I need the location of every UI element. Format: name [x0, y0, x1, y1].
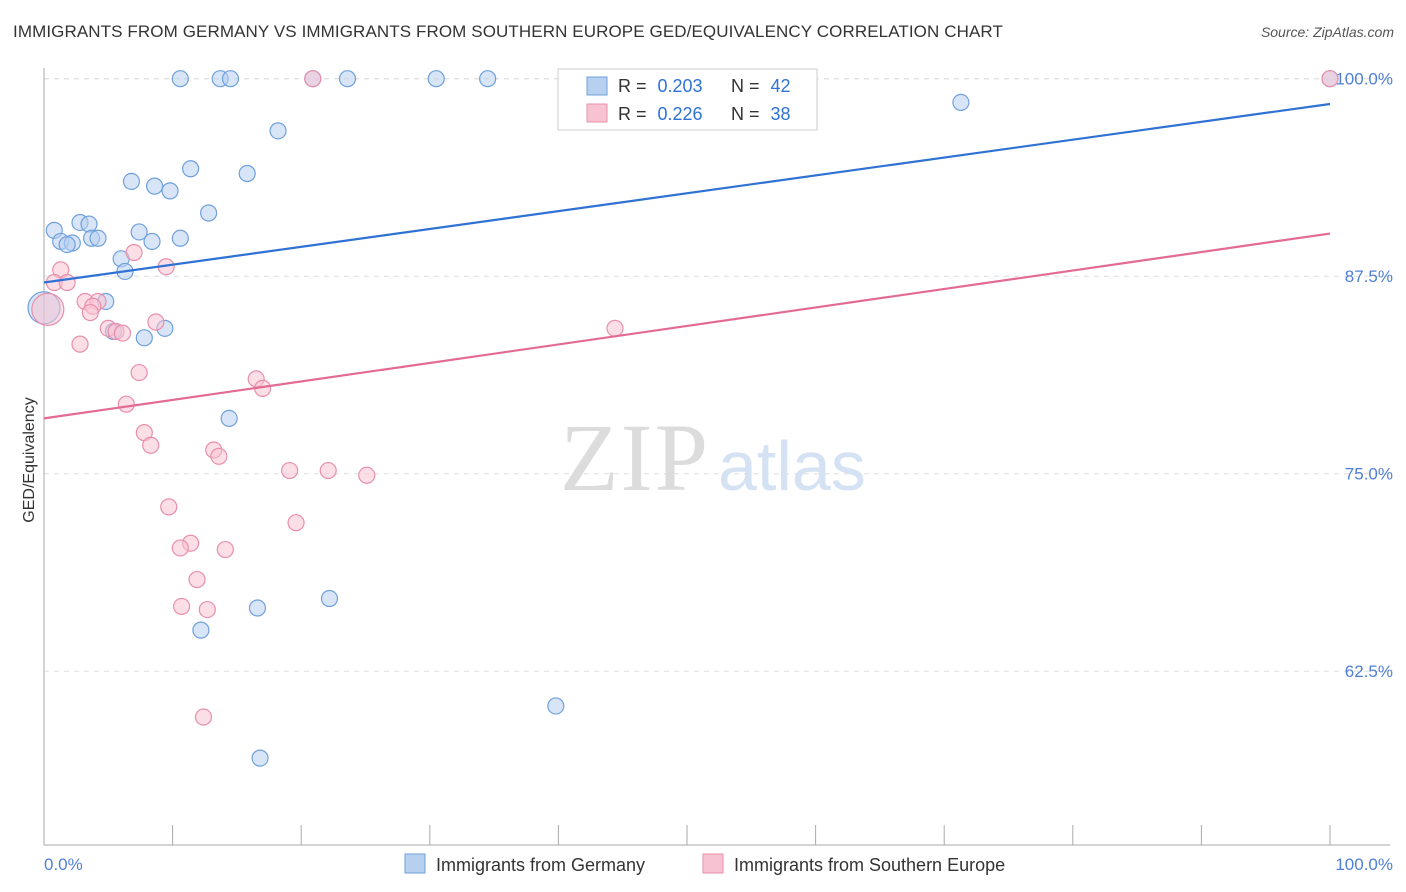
point-germany — [952, 93, 970, 112]
point-germany — [122, 172, 141, 190]
svg-text:R = 0.226: R = 0.226 — [618, 104, 703, 124]
point-southern-europe — [130, 363, 148, 382]
point-germany — [200, 204, 218, 222]
legend-top: R = 0.203 N = 42 R = 0.226 N = 38 — [557, 68, 818, 131]
y-tick-label: 87.5% — [1345, 267, 1393, 286]
trend-lines — [43, 102, 1331, 420]
point-germany — [143, 232, 161, 251]
data-points — [27, 70, 1339, 767]
point-germany — [130, 223, 148, 241]
point-southern-europe — [281, 461, 299, 480]
point-germany — [171, 229, 189, 247]
point-southern-europe — [81, 303, 99, 322]
point-southern-europe — [358, 466, 376, 484]
point-southern-europe — [1321, 70, 1339, 88]
legend-bottom: Immigrants from Germany Immigrants from … — [404, 853, 1005, 875]
point-southern-europe — [606, 319, 624, 337]
point-germany — [221, 70, 240, 88]
y-axis-label: GED/Equivalency — [21, 397, 38, 522]
trend-line-germany — [43, 102, 1331, 284]
watermark: ZIP atlas — [560, 404, 866, 511]
point-germany — [269, 122, 287, 140]
legend-top-swatch-germany — [586, 76, 608, 96]
y-tick-label: 100.0% — [1335, 70, 1393, 89]
y-tick-label: 75.0% — [1345, 465, 1393, 484]
watermark-atlas: atlas — [718, 427, 866, 505]
legend-top-r-value-germany: 0.203 — [658, 76, 703, 96]
point-southern-europe — [31, 292, 65, 326]
point-germany — [182, 160, 200, 178]
point-germany — [171, 70, 189, 88]
legend-swatch-southern-europe — [702, 853, 724, 874]
point-southern-europe — [198, 600, 216, 619]
point-southern-europe — [210, 447, 228, 465]
point-southern-europe — [113, 324, 132, 342]
svg-text:R = 0.203: R = 0.203 — [618, 76, 703, 96]
point-germany — [145, 177, 164, 195]
chart-source: Source: ZipAtlas.com — [1260, 24, 1394, 40]
point-southern-europe — [216, 540, 234, 559]
point-southern-europe — [173, 597, 191, 616]
trend-line-southern-europe — [43, 232, 1331, 420]
watermark-zip: ZIP — [560, 404, 710, 511]
point-southern-europe — [117, 395, 135, 413]
legend-label-germany: Immigrants from Germany — [436, 855, 645, 875]
point-germany — [238, 164, 256, 183]
point-southern-europe — [188, 570, 206, 589]
legend-top-n-value-southern-europe: 38 — [771, 104, 791, 124]
legend-top-r-value-southern-europe: 0.226 — [658, 104, 703, 124]
point-southern-europe — [147, 313, 165, 331]
point-germany — [248, 599, 267, 617]
svg-text:N = 42: N = 42 — [731, 76, 791, 96]
chart-title: IMMIGRANTS FROM GERMANY VS IMMIGRANTS FR… — [13, 22, 1003, 41]
point-southern-europe — [71, 335, 89, 353]
point-germany — [338, 70, 357, 88]
point-southern-europe — [287, 514, 305, 532]
point-germany — [320, 589, 339, 608]
legend-top-n-label-southern-europe: N = — [731, 104, 765, 124]
point-germany — [251, 749, 269, 767]
point-germany — [192, 621, 210, 639]
point-southern-europe — [142, 436, 160, 454]
legend-top-n-value-germany: 42 — [771, 76, 791, 96]
legend-top-swatch-southern-europe — [586, 103, 608, 123]
point-southern-europe — [194, 708, 213, 726]
legend-top-n-label-germany: N = — [731, 76, 765, 96]
legend-swatch-germany — [404, 853, 426, 874]
legend-top-r-label-southern-europe: R = — [618, 104, 652, 124]
point-germany — [427, 70, 445, 88]
point-germany — [80, 215, 98, 233]
legend-label-southern-europe: Immigrants from Southern Europe — [734, 855, 1005, 875]
point-southern-europe — [171, 539, 189, 557]
x-tick-label: 0.0% — [44, 855, 83, 874]
point-germany — [58, 236, 76, 254]
point-germany — [161, 182, 179, 200]
point-southern-europe — [304, 70, 322, 88]
point-germany — [220, 409, 238, 427]
point-southern-europe — [319, 461, 337, 480]
svg-text:N = 38: N = 38 — [731, 104, 791, 124]
x-tick-label: 100.0% — [1335, 855, 1393, 874]
legend-top-r-label-germany: R = — [618, 76, 652, 96]
axes: 62.5% 75.0% 87.5% 100.0% 0.0% 100.0% — [43, 68, 1393, 874]
point-germany — [547, 697, 565, 715]
point-germany — [89, 229, 107, 247]
point-southern-europe — [160, 498, 178, 516]
y-tick-label: 62.5% — [1345, 662, 1393, 681]
point-southern-europe — [125, 243, 143, 262]
point-germany — [479, 70, 497, 88]
point-germany — [135, 329, 153, 347]
point-southern-europe — [58, 273, 76, 292]
